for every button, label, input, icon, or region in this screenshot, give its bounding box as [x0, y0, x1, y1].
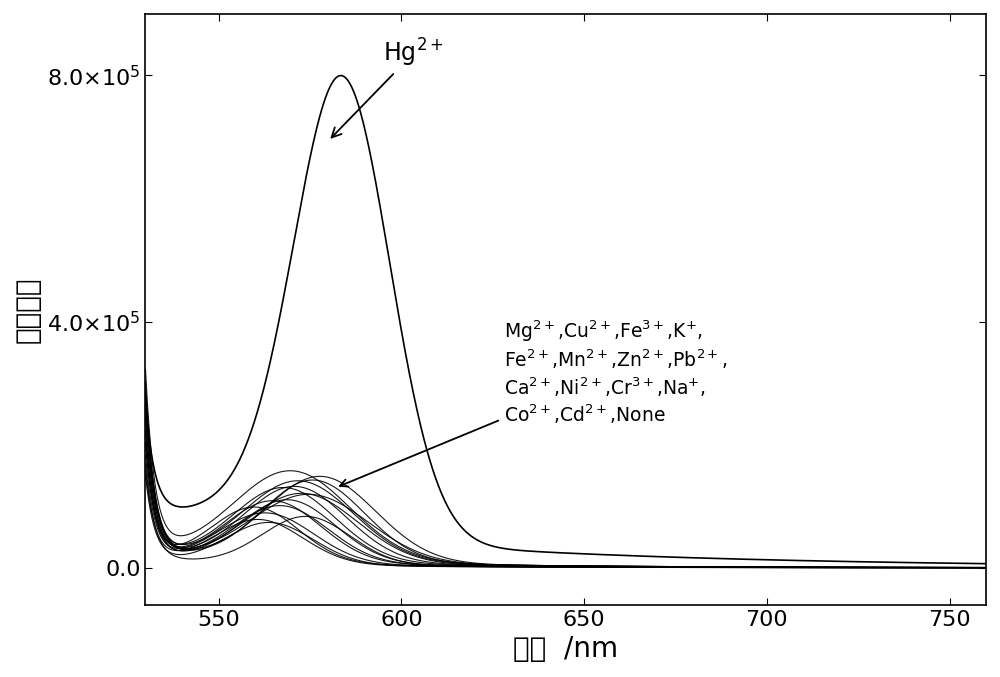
- Text: Hg$^{2+}$: Hg$^{2+}$: [332, 37, 444, 137]
- Y-axis label: 荧光强度: 荧光强度: [14, 276, 42, 343]
- X-axis label: 波长  /nm: 波长 /nm: [513, 635, 618, 663]
- Text: Mg$^{2+}$,Cu$^{2+}$,Fe$^{3+}$,K$^{+}$,
Fe$^{2+}$,Mn$^{2+}$,Zn$^{2+}$,Pb$^{2+}$,
: Mg$^{2+}$,Cu$^{2+}$,Fe$^{3+}$,K$^{+}$, F…: [340, 318, 727, 487]
